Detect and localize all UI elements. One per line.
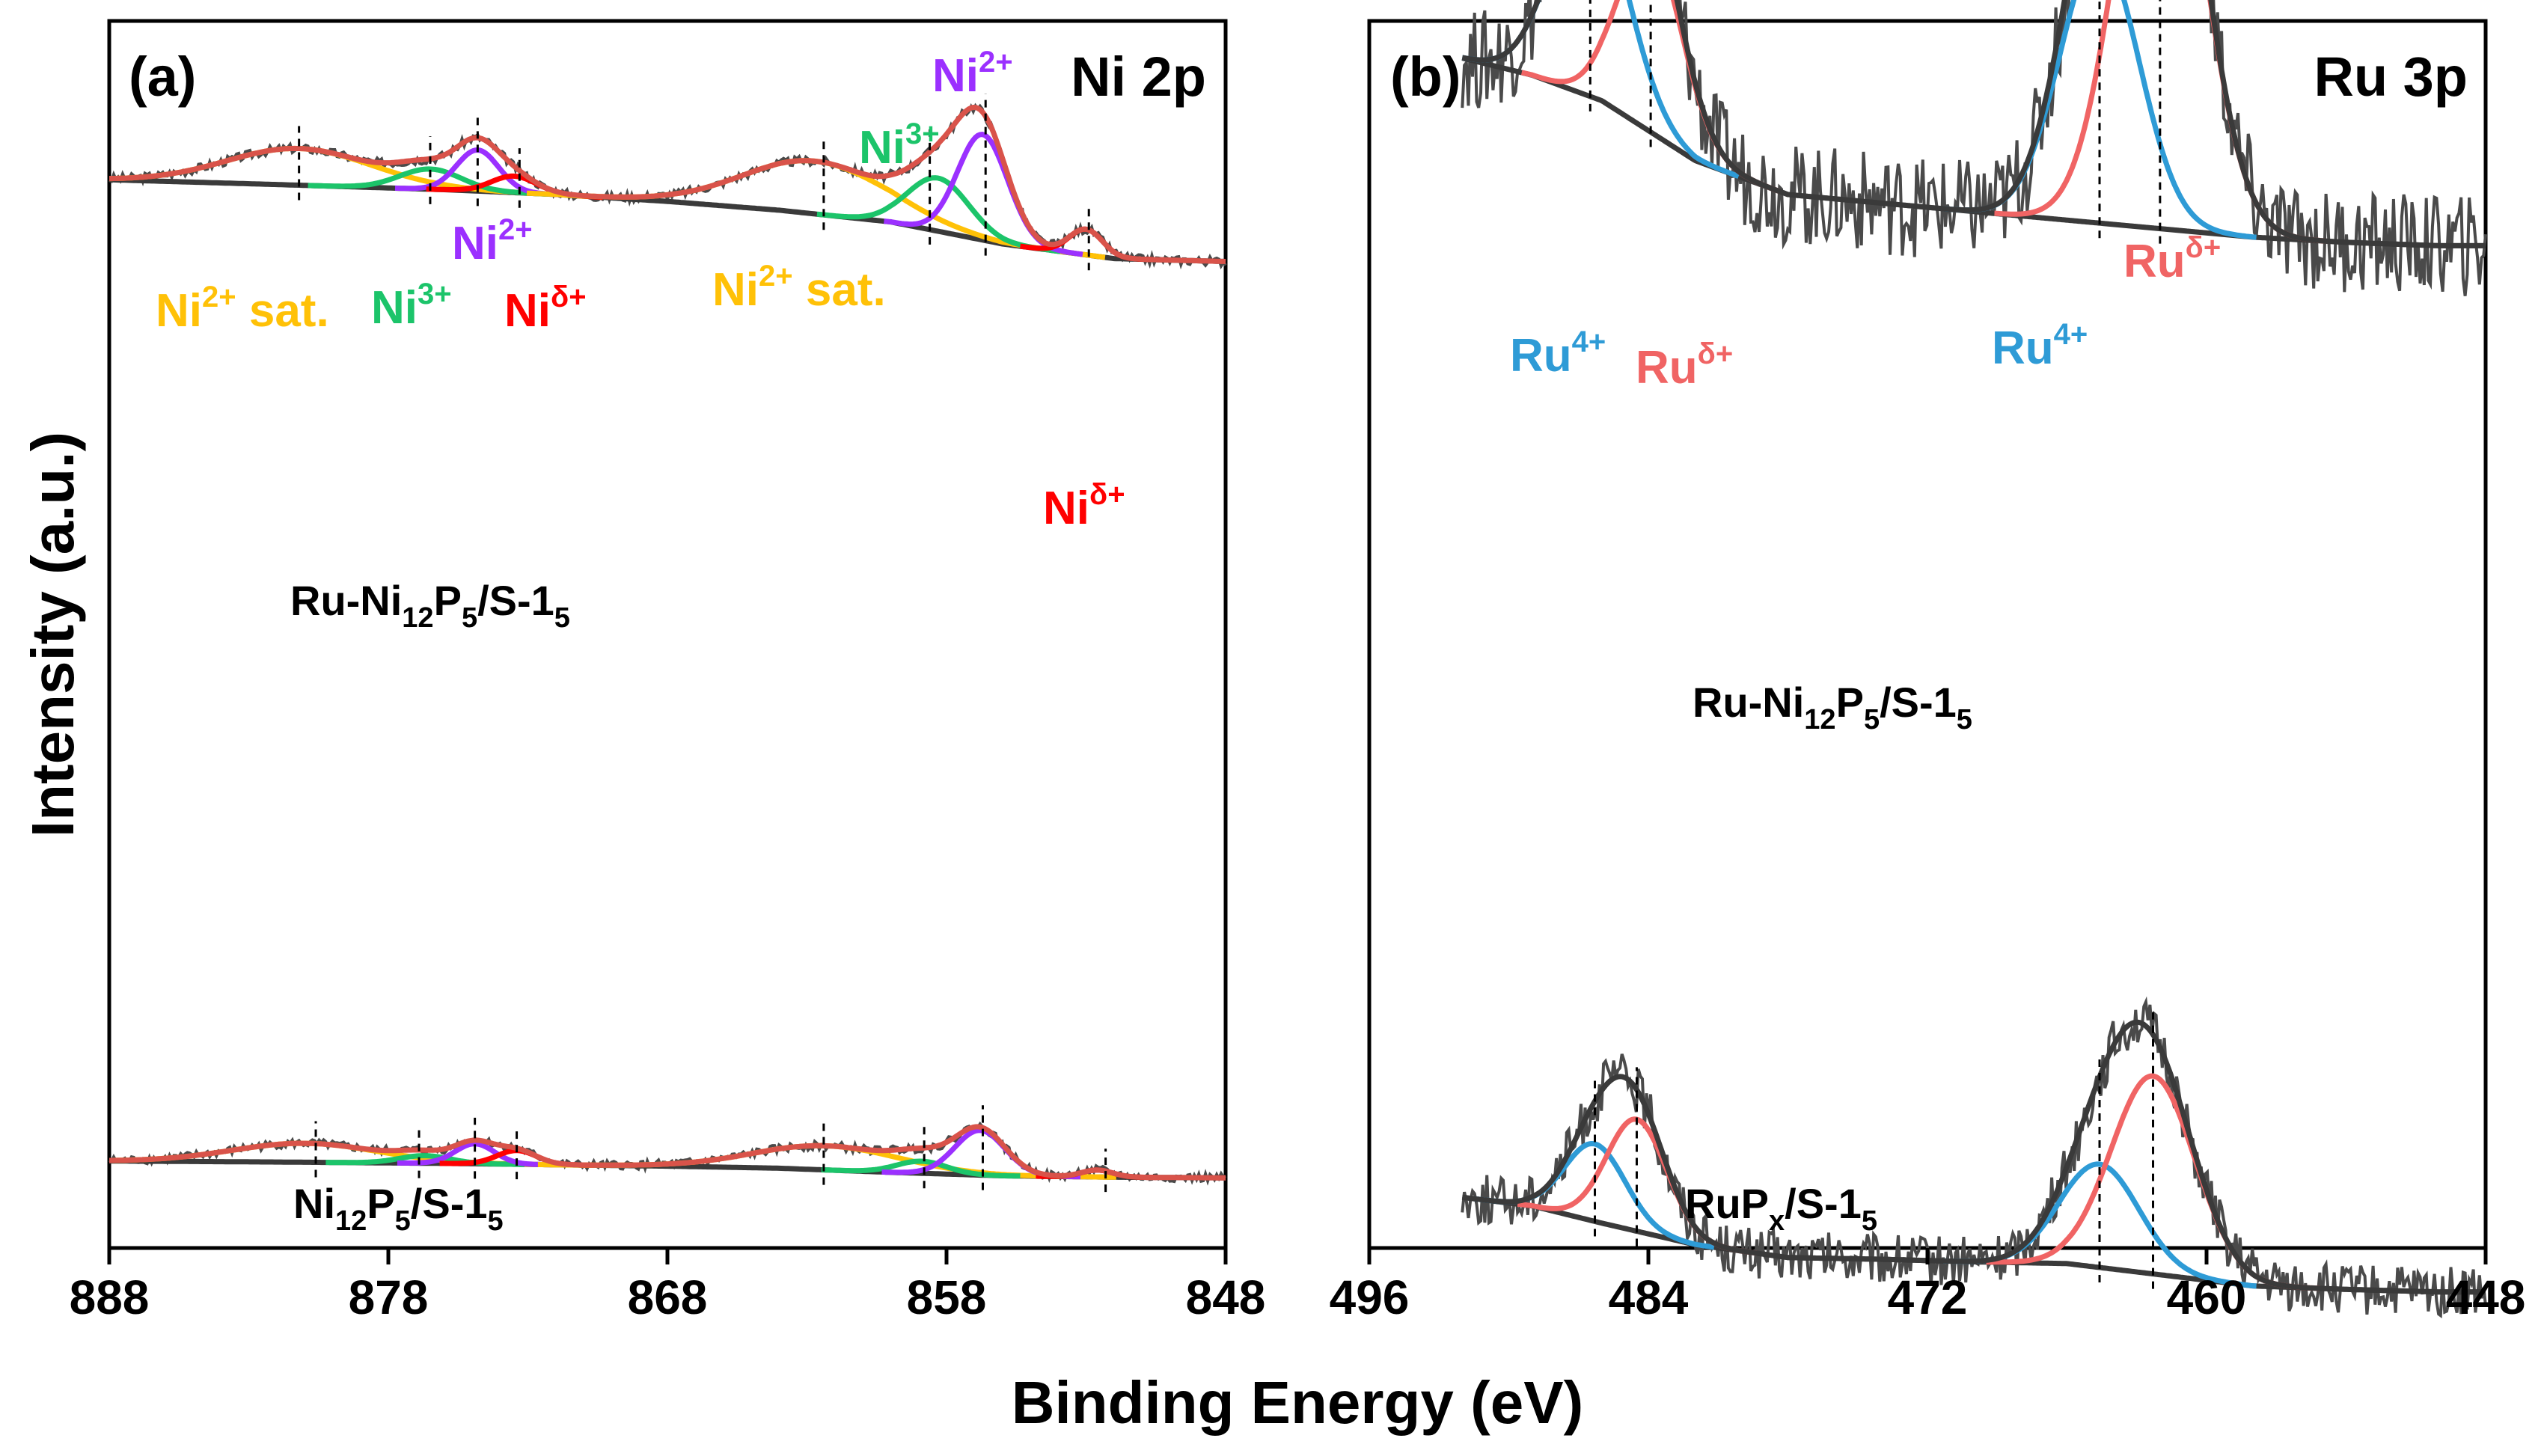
panel-a-annotations: Ni2+ sat. Ni3+ Ni2+ Niδ+ Ni2+ sat. Ni3+ … bbox=[156, 46, 1125, 534]
sample-label-a-top: Ru-Ni12P5/S-15 bbox=[290, 577, 570, 634]
x-tick-label: 888 bbox=[70, 1270, 150, 1324]
ann-ni2-sat-1: Ni2+ sat. bbox=[156, 281, 329, 337]
x-tick-label: 868 bbox=[628, 1270, 708, 1324]
ann-ni2-1: Ni2+ bbox=[452, 213, 533, 269]
fit-envelope bbox=[1461, 1019, 2486, 1295]
x-tick-label: 460 bbox=[2167, 1270, 2247, 1324]
ann-ru-delta-1: Ruδ+ bbox=[1636, 337, 1733, 394]
x-axis-title: Binding Energy (eV) bbox=[1012, 1369, 1584, 1436]
panel-a-title: Ni 2p bbox=[1071, 46, 1206, 108]
panel-b-annotations: Ru4+ Ruδ+ Ru4+ Ruδ+ bbox=[1510, 231, 2221, 394]
fit-component-purple bbox=[397, 1141, 551, 1168]
panel-b-label: (b) bbox=[1390, 46, 1461, 108]
panel-a-plot bbox=[108, 94, 1227, 1193]
ann-ru4-1: Ru4+ bbox=[1510, 325, 1606, 382]
ann-ni2-sat-2: Ni2+ sat. bbox=[712, 260, 886, 316]
fit-envelope bbox=[1461, 0, 2486, 248]
panel-b-plot bbox=[1461, 0, 2487, 1319]
panel-b-title: Ru 3p bbox=[2314, 46, 2468, 108]
sample-label-b-top: Ru-Ni12P5/S-15 bbox=[1693, 679, 1972, 735]
panel-a-label: (a) bbox=[129, 46, 196, 108]
fit-component-green bbox=[821, 1158, 1021, 1179]
raw-spectrum bbox=[1461, 0, 2487, 296]
panel-a-frame bbox=[107, 19, 1228, 1250]
raw-spectrum bbox=[1461, 996, 2487, 1319]
ann-ni-delta-2: Niδ+ bbox=[1043, 478, 1125, 534]
fit-component-green bbox=[325, 1153, 525, 1167]
fit-component-green bbox=[308, 166, 551, 198]
fit-envelope bbox=[109, 104, 1226, 264]
x-tick-label: 496 bbox=[1330, 1270, 1410, 1324]
sample-label-a-bottom: Ni12P5/S-15 bbox=[293, 1180, 504, 1237]
sample-label-b-bottom: RuPx/S-15 bbox=[1685, 1180, 1877, 1237]
x-tick-label: 472 bbox=[1888, 1270, 1968, 1324]
fit-component-green bbox=[816, 175, 1061, 254]
panel-b-x-ticks: 496 484 472 460 448 bbox=[1330, 1248, 2526, 1324]
y-axis-title: Intensity (a.u.) bbox=[19, 432, 86, 837]
panel-a-x-ticks: 888 878 868 858 848 bbox=[70, 1248, 1266, 1324]
ann-ni-delta-1: Niδ+ bbox=[504, 281, 587, 337]
ann-ni3-2: Ni3+ bbox=[859, 117, 940, 174]
raw-spectrum bbox=[108, 1121, 1226, 1186]
ann-ni2-2: Ni2+ bbox=[932, 46, 1013, 102]
ann-ru4-2: Ru4+ bbox=[1992, 318, 2088, 374]
x-tick-label: 484 bbox=[1609, 1270, 1689, 1324]
x-tick-label: 878 bbox=[349, 1270, 429, 1324]
x-tick-label: 448 bbox=[2446, 1270, 2526, 1324]
ann-ni3-1: Ni3+ bbox=[371, 278, 452, 334]
x-tick-label: 858 bbox=[907, 1270, 987, 1324]
fit-envelope bbox=[109, 1124, 1226, 1181]
x-tick-label: 848 bbox=[1186, 1270, 1266, 1324]
ann-ru-delta-2: Ruδ+ bbox=[2123, 231, 2221, 287]
